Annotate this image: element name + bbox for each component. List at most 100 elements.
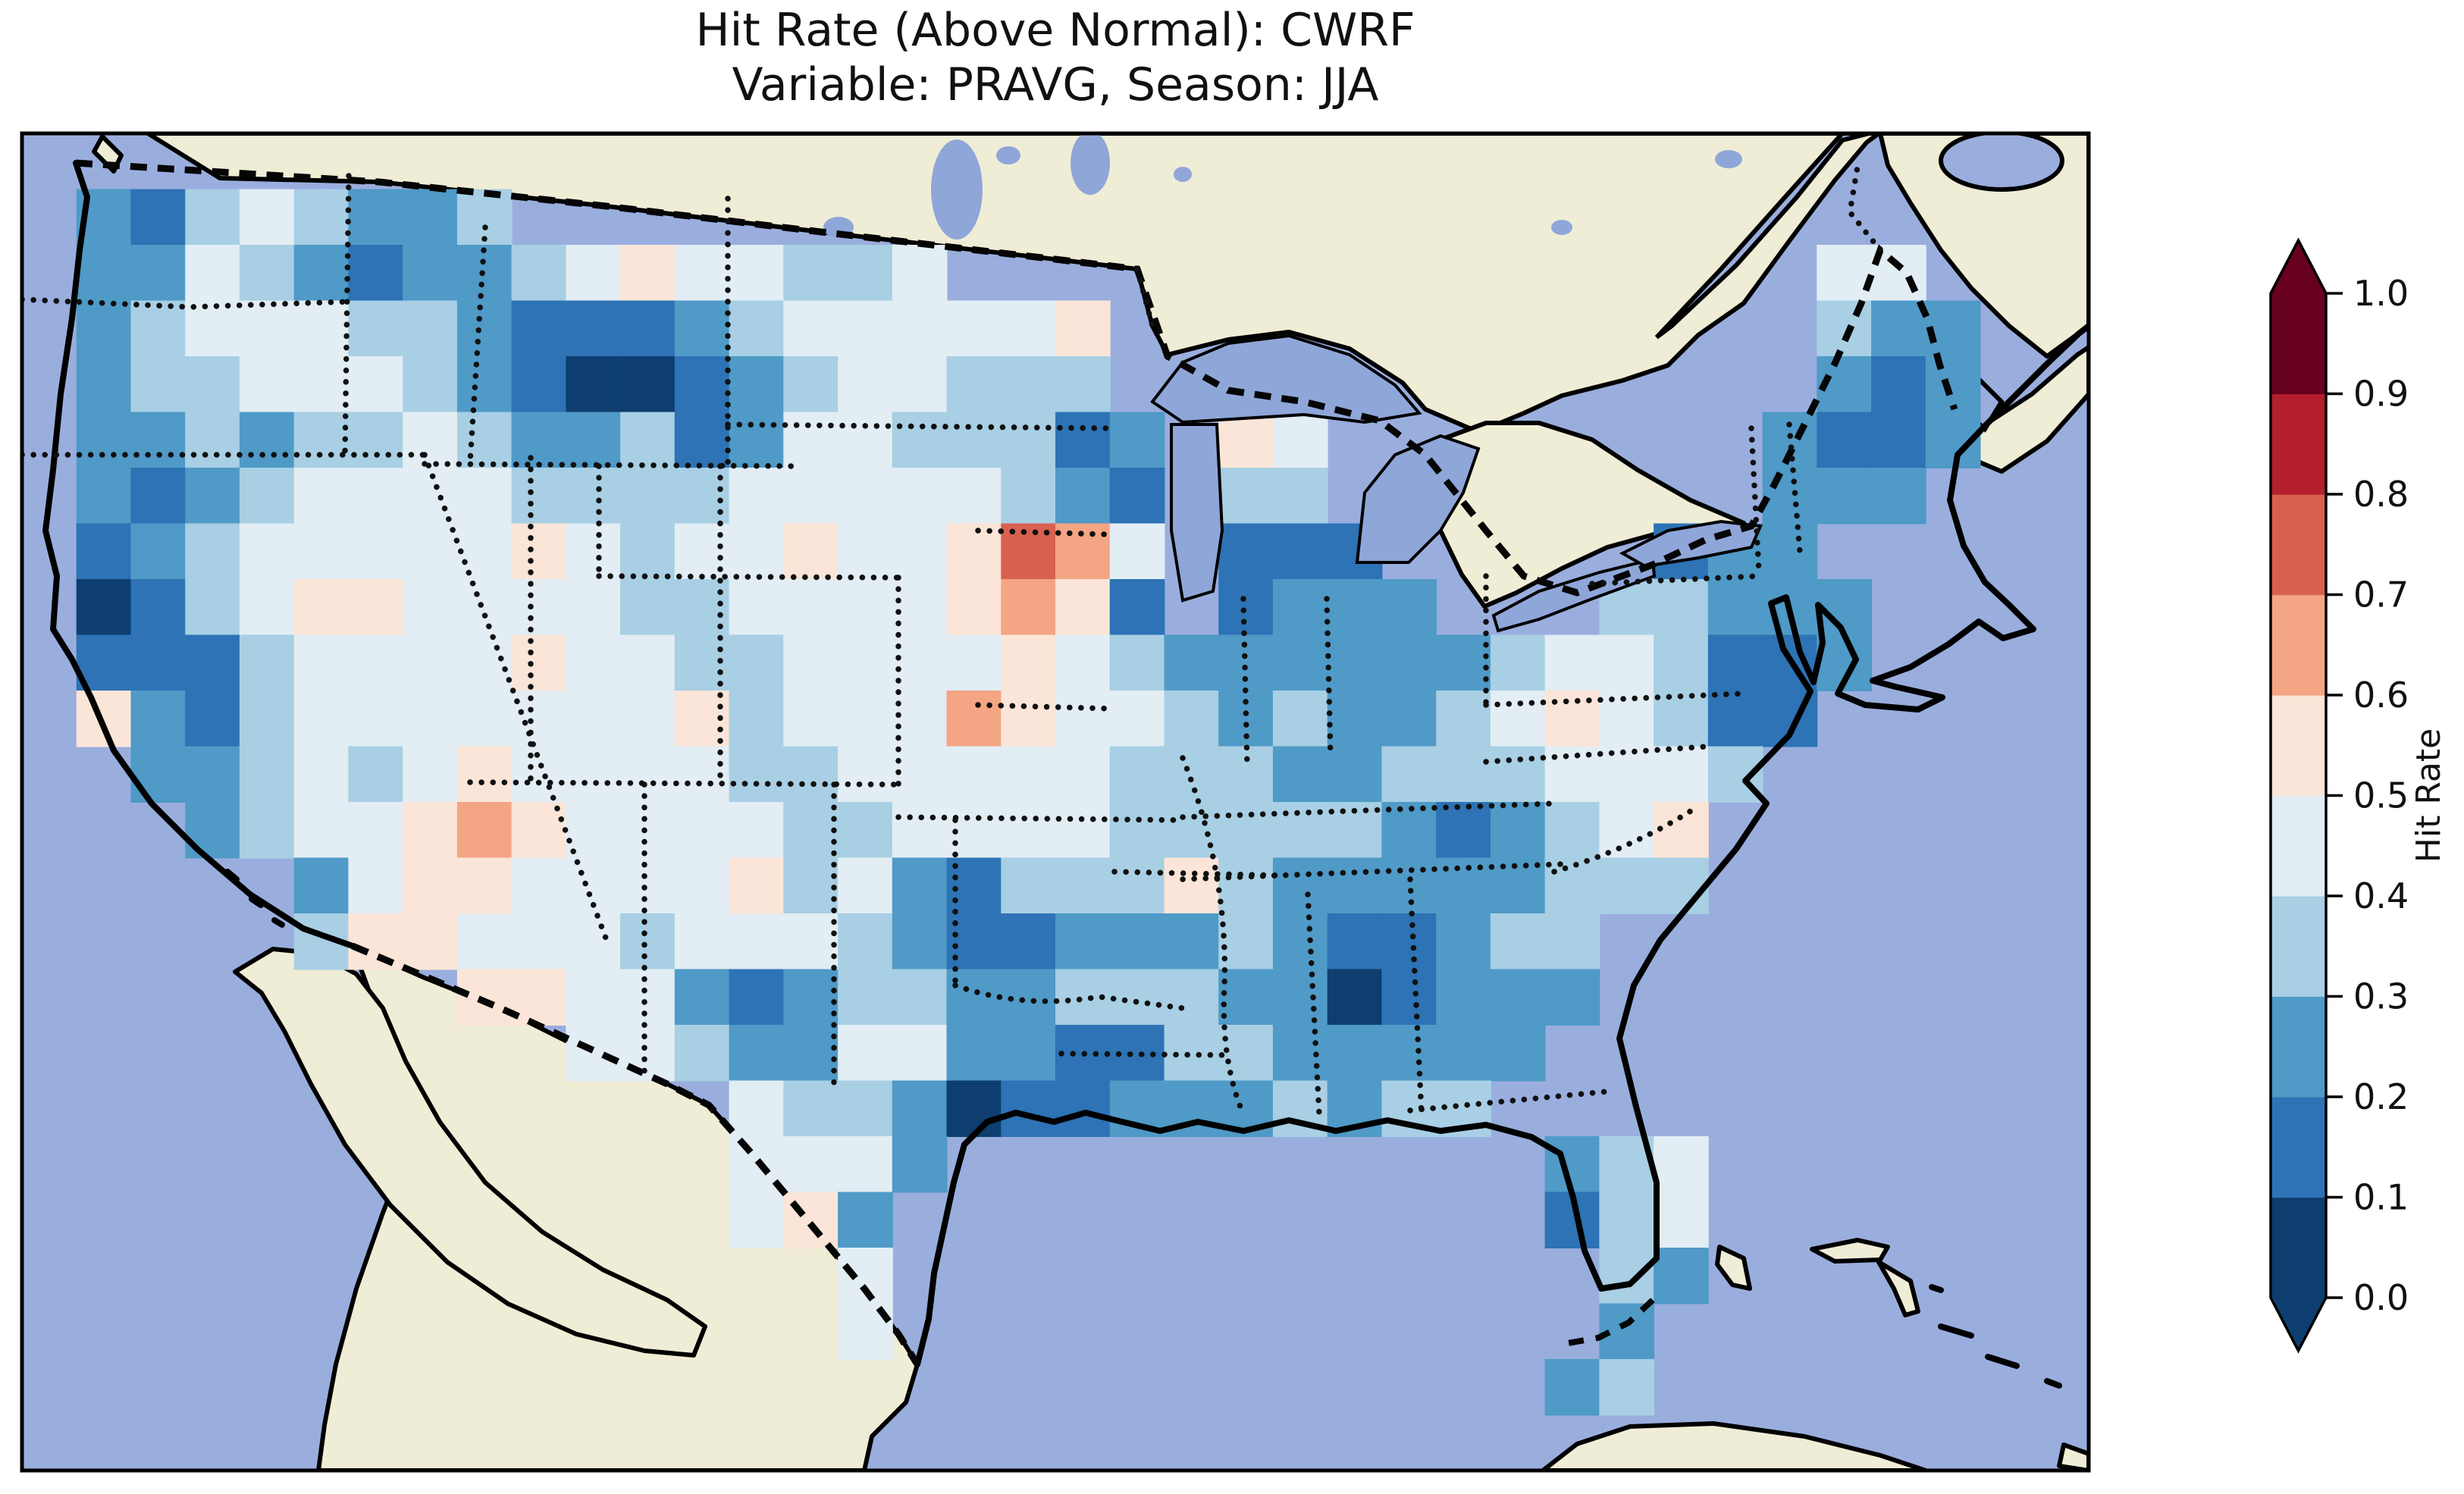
grid-cell <box>783 468 839 525</box>
grid-cell <box>620 857 676 914</box>
grid-cell <box>76 579 132 636</box>
colorbar-band <box>2271 996 2326 1098</box>
grid-cell <box>729 913 785 970</box>
state-border <box>1847 164 1883 253</box>
grid-cell <box>1544 1136 1600 1193</box>
hit-rate-cells <box>76 189 1981 1416</box>
grid-cell <box>1327 969 1383 1026</box>
state-border <box>467 224 488 465</box>
canada-lake <box>996 146 1020 164</box>
grid-cell <box>1001 802 1056 859</box>
grid-cell <box>838 857 893 914</box>
grid-cell <box>892 1025 948 1082</box>
grid-cell <box>239 579 295 636</box>
grid-cell <box>348 300 404 357</box>
grid-cell <box>783 356 839 413</box>
grid-cell <box>1218 579 1274 636</box>
grid-cell <box>1436 857 1491 914</box>
grid-cell <box>1544 969 1600 1026</box>
grid-cell <box>1272 913 1328 970</box>
grid-cell <box>293 802 350 859</box>
colorbar-band <box>2271 1197 2326 1298</box>
grid-cell <box>674 969 730 1026</box>
grid-cell <box>1001 746 1056 803</box>
grid-cell <box>1055 913 1111 970</box>
grid-cell <box>620 969 676 1026</box>
grid-cell <box>566 913 622 970</box>
grid-cell <box>239 634 295 691</box>
grid-cell <box>76 300 132 357</box>
grid-cell <box>456 412 513 468</box>
grid-cell <box>239 300 295 357</box>
grid-cell <box>1055 1080 1111 1137</box>
grid-cell <box>1272 857 1328 914</box>
grid-cell <box>838 634 893 691</box>
grid-cell <box>293 579 350 636</box>
grid-cell <box>239 468 295 525</box>
grid-cell <box>620 634 676 691</box>
grid-cell <box>1654 857 1709 914</box>
grid-cell <box>130 300 187 357</box>
grid-cell <box>185 691 240 747</box>
grid-cell <box>403 300 458 357</box>
state-border <box>1483 691 1747 708</box>
grid-cell <box>838 523 893 580</box>
colorbar-axis-label: Hit Rate <box>2409 728 2448 863</box>
map-frame <box>20 131 2091 1473</box>
grid-cell <box>566 1025 622 1082</box>
colorbar-band <box>2271 695 2326 797</box>
grid-cell <box>1490 969 1546 1026</box>
grid-cell <box>403 691 458 747</box>
grid-cell <box>1164 913 1220 970</box>
gulf-of-st-lawrence <box>1939 133 2064 192</box>
lake-huron <box>1355 434 1481 564</box>
grid-cell <box>729 1025 785 1082</box>
state-border <box>422 461 799 469</box>
grid-cell <box>1762 523 1818 580</box>
grid-cell <box>511 634 567 691</box>
grid-cell <box>511 245 567 302</box>
grid-cell <box>1654 634 1709 691</box>
map-axes <box>22 133 2089 1471</box>
grid-cell <box>1218 523 1274 580</box>
grid-cell <box>1109 969 1165 1026</box>
grid-cell <box>946 468 1002 525</box>
grid-cell <box>1109 802 1165 859</box>
lake-superior <box>1150 334 1422 424</box>
grid-cell <box>729 634 785 691</box>
grid-cell <box>348 913 404 970</box>
grid-cell <box>946 579 1002 636</box>
nova-scotia <box>1969 345 2089 474</box>
grid-cell <box>783 300 839 357</box>
grid-cell <box>1218 802 1274 859</box>
grid-cell <box>185 523 240 580</box>
grid-cell <box>1436 746 1491 803</box>
state-border <box>1589 573 1762 587</box>
grid-cell <box>1272 579 1328 636</box>
grid-cell <box>674 300 730 357</box>
grid-cell <box>403 746 458 803</box>
grid-cell <box>838 1025 893 1082</box>
gulf-east-coastline <box>914 323 2089 1367</box>
grid-cell <box>348 245 404 302</box>
grid-cell <box>348 523 404 580</box>
grid-cell <box>783 579 839 636</box>
grid-cell <box>1544 1359 1600 1416</box>
grid-cell <box>239 189 295 246</box>
grid-cell <box>1055 356 1111 413</box>
grid-cell <box>1381 634 1437 691</box>
grid-cell <box>838 412 893 468</box>
grid-cell <box>1218 969 1274 1026</box>
grid-cell <box>1490 802 1546 859</box>
state-border <box>1786 421 1804 564</box>
grid-cell <box>1164 634 1220 691</box>
grid-cell <box>946 746 1002 803</box>
colorbar-tick-label: 0.1 <box>2353 1177 2409 1218</box>
grid-cell <box>620 356 676 413</box>
colorbar-band <box>2271 594 2326 696</box>
grid-cell <box>511 468 567 525</box>
grid-cell <box>293 300 350 357</box>
grid-cell <box>1055 412 1111 468</box>
grid-cell <box>729 857 785 914</box>
grid-cell <box>130 245 187 302</box>
